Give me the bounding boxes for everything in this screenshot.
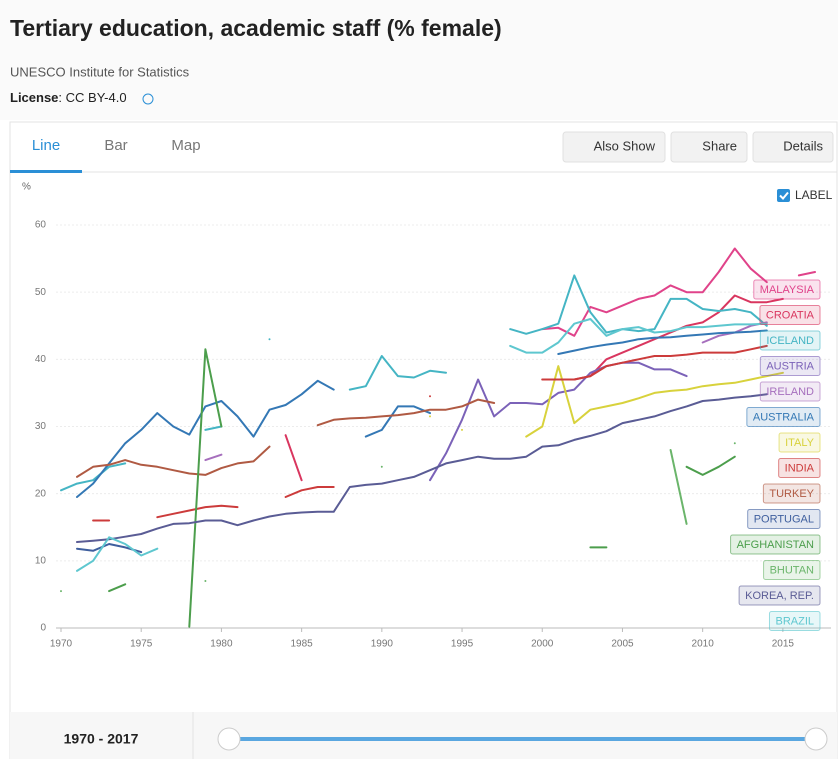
x-tick-label: 1995 (451, 639, 474, 650)
series-label[interactable]: TURKEY (769, 488, 814, 500)
info-icon[interactable] (142, 93, 154, 105)
x-tick-label: 2015 (772, 639, 795, 650)
series-label-box[interactable] (746, 407, 821, 427)
active-tab-indicator (10, 170, 82, 173)
range-handle-start[interactable] (217, 727, 241, 751)
x-tick-label: 1970 (50, 639, 73, 650)
label-toggle[interactable]: LABEL (795, 188, 833, 202)
series-label-box[interactable] (759, 381, 821, 402)
series-label[interactable]: BRAZIL (775, 615, 814, 627)
series-line (76, 393, 768, 543)
tab[interactable]: Line (32, 137, 60, 154)
series-label[interactable]: ITALY (785, 437, 815, 449)
button-label[interactable]: Details (783, 138, 823, 153)
series-line (76, 329, 768, 498)
y-tick-label: 20 (35, 488, 47, 499)
series-label-box[interactable] (753, 279, 821, 300)
series-label-box[interactable] (759, 305, 821, 325)
license-label: License (10, 90, 58, 105)
range-label: 1970 - 2017 (64, 731, 139, 747)
series-label[interactable]: KOREA, REP. (745, 590, 814, 602)
title: Tertiary education, academic staff (% fe… (10, 15, 502, 41)
series-line (429, 361, 688, 482)
series-label[interactable]: MALAYSIA (760, 284, 815, 296)
button[interactable] (562, 131, 666, 163)
series-line (76, 398, 496, 478)
timeline-bar (10, 712, 837, 759)
header-bg (0, 0, 838, 120)
x-tick-label: 1975 (130, 639, 153, 650)
series-label[interactable]: PORTUGAL (754, 513, 814, 525)
series-label[interactable]: INDIA (785, 462, 815, 474)
series-label-box[interactable] (768, 611, 821, 631)
series-line (60, 274, 768, 492)
license: License: CC BY-4.0 (10, 90, 127, 105)
series-label[interactable]: AUSTRIA (766, 360, 814, 372)
x-tick-label: 1990 (371, 639, 394, 650)
series-label-box[interactable] (778, 458, 821, 478)
series-label[interactable]: AFGHANISTAN (737, 539, 814, 551)
y-axis-label: % (22, 182, 31, 193)
button-label[interactable]: Share (702, 138, 737, 153)
series-label-box[interactable] (763, 560, 821, 580)
series-label[interactable]: CROATIA (766, 309, 815, 321)
series-label-box[interactable] (762, 483, 821, 504)
x-tick-label: 2000 (531, 639, 554, 650)
check-mark (779, 191, 789, 200)
x-tick-label: 1980 (210, 639, 233, 650)
y-tick-label: 10 (35, 555, 47, 566)
series-label[interactable]: BHUTAN (770, 564, 814, 576)
chart-frame (9, 121, 838, 759)
tabs: Line Bar Map (10, 137, 201, 173)
button-label[interactable]: Also Show (594, 138, 656, 153)
label-checkbox[interactable] (777, 189, 790, 202)
series-label[interactable]: ICELAND (766, 335, 814, 347)
y-tick-label: 50 (35, 287, 47, 298)
series-label-box[interactable] (747, 509, 821, 529)
series-label-box[interactable] (759, 330, 821, 351)
y-tick-label: 30 (35, 421, 47, 432)
series-line (108, 348, 736, 628)
series-label-box[interactable] (759, 356, 821, 376)
x-tick-label: 2010 (692, 639, 715, 650)
y-tick-label: 60 (35, 220, 47, 231)
series-line (76, 318, 768, 572)
source: UNESCO Institute for Statistics (10, 64, 190, 79)
y-tick-label: 40 (35, 354, 47, 365)
x-tick-label: 2005 (611, 639, 634, 650)
series-line (60, 442, 736, 593)
button[interactable] (752, 131, 834, 163)
series-label-box[interactable] (730, 534, 821, 555)
series-label[interactable]: IRELAND (766, 386, 814, 398)
series-label[interactable]: AUSTRALIA (753, 411, 815, 423)
tab[interactable]: Map (171, 137, 200, 154)
license-value: : CC BY-4.0 (58, 90, 126, 105)
range-handle-end[interactable] (804, 727, 828, 751)
plot: 0 10 20 30 40 50 60 1970 1975 1980 1985 1990 1995 200… (35, 220, 831, 650)
series-line (541, 247, 816, 337)
button[interactable] (670, 131, 748, 163)
tab[interactable]: Bar (104, 137, 127, 154)
x-tick-label: 1985 (291, 639, 314, 650)
y-tick-label: 0 (40, 623, 46, 634)
series-line (92, 344, 768, 522)
series-line (429, 365, 784, 438)
buttons: Also Show Share Details (562, 131, 834, 163)
series-label-box[interactable] (738, 585, 821, 606)
series-label-box[interactable] (778, 432, 821, 453)
